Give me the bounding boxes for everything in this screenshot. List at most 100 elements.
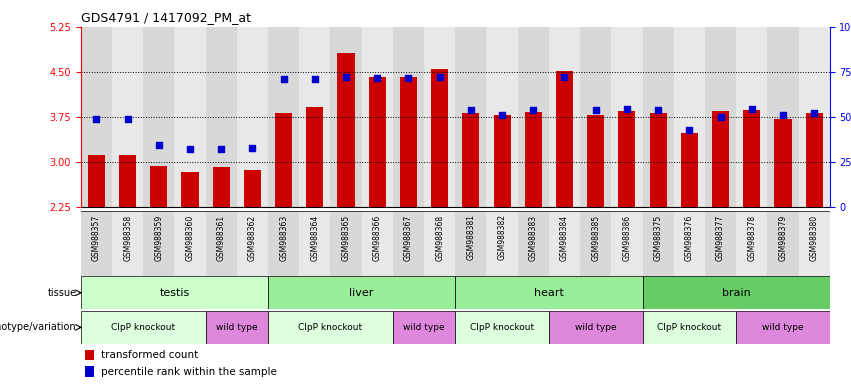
- Bar: [517, 211, 549, 276]
- Bar: [525, 112, 542, 207]
- Bar: [494, 115, 511, 207]
- Point: [745, 106, 758, 113]
- Bar: [151, 166, 168, 207]
- Bar: [580, 211, 611, 276]
- Text: GSM988384: GSM988384: [560, 214, 569, 261]
- Text: ClpP knockout: ClpP knockout: [470, 323, 534, 332]
- Bar: [143, 27, 174, 207]
- Bar: [88, 155, 105, 207]
- Bar: [206, 27, 237, 207]
- Point: [277, 76, 290, 82]
- Bar: [643, 211, 674, 276]
- Text: GSM988358: GSM988358: [123, 214, 132, 261]
- Bar: [143, 211, 174, 276]
- Text: GSM988382: GSM988382: [498, 214, 506, 260]
- Point: [340, 74, 353, 80]
- Point: [246, 145, 260, 151]
- Point: [308, 76, 322, 82]
- Bar: [455, 276, 643, 309]
- Bar: [712, 111, 729, 207]
- Text: GSM988360: GSM988360: [186, 214, 195, 261]
- Text: GSM988367: GSM988367: [404, 214, 413, 261]
- Bar: [362, 211, 393, 276]
- Text: heart: heart: [534, 288, 564, 298]
- Bar: [393, 211, 424, 276]
- Text: wild type: wild type: [403, 323, 445, 332]
- Text: GSM988375: GSM988375: [654, 214, 663, 261]
- Point: [370, 75, 384, 81]
- Bar: [206, 311, 268, 344]
- Bar: [368, 77, 386, 207]
- Bar: [393, 311, 455, 344]
- Point: [121, 116, 134, 122]
- Bar: [611, 27, 643, 207]
- Bar: [736, 27, 768, 207]
- Text: GSM988359: GSM988359: [154, 214, 163, 261]
- Point: [183, 146, 197, 152]
- Bar: [174, 27, 206, 207]
- Point: [557, 74, 571, 80]
- Bar: [768, 27, 798, 207]
- Text: GSM988368: GSM988368: [435, 214, 444, 261]
- Bar: [549, 211, 580, 276]
- Text: brain: brain: [722, 288, 751, 298]
- Bar: [743, 110, 760, 207]
- Text: percentile rank within the sample: percentile rank within the sample: [101, 366, 277, 377]
- Bar: [619, 111, 636, 207]
- Bar: [237, 211, 268, 276]
- Bar: [268, 27, 300, 207]
- Bar: [181, 172, 198, 207]
- Bar: [244, 170, 261, 207]
- Bar: [455, 27, 487, 207]
- Bar: [705, 211, 736, 276]
- Bar: [806, 113, 823, 207]
- Bar: [798, 211, 830, 276]
- Bar: [674, 27, 705, 207]
- Bar: [338, 53, 355, 207]
- Bar: [736, 311, 830, 344]
- Bar: [587, 115, 604, 207]
- Bar: [643, 311, 736, 344]
- Bar: [798, 27, 830, 207]
- Text: liver: liver: [350, 288, 374, 298]
- Bar: [84, 366, 94, 377]
- Bar: [768, 211, 798, 276]
- Text: GSM988379: GSM988379: [779, 214, 787, 261]
- Bar: [674, 211, 705, 276]
- Point: [495, 112, 509, 118]
- Bar: [268, 276, 455, 309]
- Bar: [112, 211, 143, 276]
- Point: [808, 110, 821, 116]
- Bar: [84, 350, 94, 360]
- Text: GSM988361: GSM988361: [217, 214, 226, 261]
- Bar: [774, 119, 791, 207]
- Bar: [643, 276, 830, 309]
- Bar: [549, 27, 580, 207]
- Bar: [487, 211, 517, 276]
- Bar: [330, 211, 362, 276]
- Point: [776, 112, 790, 118]
- Bar: [487, 27, 517, 207]
- Bar: [393, 27, 424, 207]
- Point: [214, 146, 228, 152]
- Bar: [517, 27, 549, 207]
- Text: GSM988383: GSM988383: [528, 214, 538, 261]
- Point: [464, 107, 477, 113]
- Text: GSM988362: GSM988362: [248, 214, 257, 261]
- Text: testis: testis: [159, 288, 190, 298]
- Bar: [611, 211, 643, 276]
- Point: [714, 114, 728, 120]
- Text: wild type: wild type: [762, 323, 803, 332]
- Text: GSM988377: GSM988377: [716, 214, 725, 261]
- Bar: [549, 311, 643, 344]
- Bar: [300, 211, 330, 276]
- Bar: [556, 71, 573, 207]
- Bar: [268, 211, 300, 276]
- Bar: [119, 155, 136, 207]
- Bar: [462, 113, 479, 207]
- Bar: [206, 211, 237, 276]
- Point: [683, 127, 696, 133]
- Text: GSM988364: GSM988364: [311, 214, 319, 261]
- Bar: [330, 27, 362, 207]
- Bar: [681, 133, 698, 207]
